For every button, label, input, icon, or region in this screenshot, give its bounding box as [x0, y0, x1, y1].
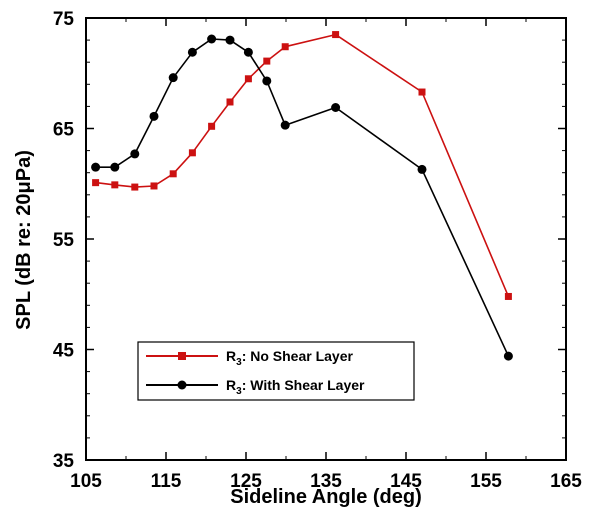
data-point-with-shear [130, 149, 140, 159]
data-point-with-shear [168, 73, 178, 83]
series-line-no-shear [95, 33, 510, 297]
series-no-shear [92, 31, 512, 300]
data-point-no-shear [332, 31, 340, 39]
legend-label-with-shear: R3: With Shear Layer [226, 377, 365, 397]
data-point-with-shear [331, 103, 341, 113]
x-tick-label: 125 [230, 471, 262, 492]
series-with-shear [91, 34, 513, 361]
data-point-no-shear [504, 292, 512, 300]
data-point-no-shear [244, 75, 252, 83]
legend-label-no-shear: R3: No Shear Layer [226, 348, 354, 368]
x-tick-label: 105 [70, 471, 102, 492]
data-point-with-shear [149, 111, 159, 121]
x-tick-label: 155 [470, 471, 502, 492]
data-point-no-shear [169, 170, 177, 178]
legend-label-no-shear-main: R [226, 348, 236, 364]
legend-label-with-shear-rest: : With Shear Layer [242, 377, 365, 393]
y-axis-ticks: 35 45 55 65 75 [53, 9, 566, 472]
series-line-with-shear [95, 38, 510, 357]
x-axis-ticks: 105 115 125 135 145 155 165 [70, 18, 582, 492]
data-point-no-shear [226, 98, 234, 106]
legend-marker-with-shear [177, 380, 187, 390]
series-layer [91, 31, 513, 361]
data-point-with-shear [280, 120, 290, 130]
legend-label-no-shear-sub: 3 [236, 357, 242, 368]
data-point-with-shear [243, 47, 253, 57]
legend-label-no-shear-rest: : No Shear Layer [242, 348, 354, 364]
y-axis-title: SPL (dB re: 20μPa) [13, 150, 35, 330]
data-point-with-shear [110, 162, 120, 172]
y-axis-title-main: SPL (dB re: 20 [13, 194, 35, 330]
x-tick-label: 145 [390, 471, 422, 492]
x-tick-label: 165 [550, 471, 582, 492]
y-tick-label: 45 [53, 341, 75, 362]
y-tick-label: 65 [53, 120, 75, 141]
data-point-no-shear [188, 149, 196, 157]
y-axis-title-mu: μ [13, 181, 35, 193]
y-tick-label: 75 [53, 9, 75, 30]
y-tick-label: 55 [53, 230, 75, 251]
y-tick-label: 35 [53, 451, 75, 472]
data-point-no-shear [131, 183, 139, 191]
data-point-with-shear [417, 164, 427, 174]
data-point-no-shear [111, 181, 119, 189]
x-tick-label: 135 [310, 471, 342, 492]
data-point-no-shear [92, 179, 100, 187]
legend-label-with-shear-main: R [226, 377, 236, 393]
y-axis-title-end: Pa) [13, 150, 35, 181]
x-axis-title: Sideline Angle (deg) [230, 486, 422, 508]
data-point-with-shear [207, 34, 217, 44]
data-point-no-shear [208, 122, 216, 130]
data-point-with-shear [187, 47, 197, 57]
data-point-no-shear [281, 43, 289, 51]
x-tick-label: 115 [151, 471, 182, 492]
data-point-with-shear [262, 76, 272, 86]
data-point-no-shear [263, 57, 271, 65]
data-point-with-shear [225, 35, 235, 45]
legend-label-with-shear-sub: 3 [236, 386, 242, 397]
legend-marker-no-shear [178, 352, 186, 360]
data-point-no-shear [418, 88, 426, 96]
data-point-no-shear [150, 182, 158, 190]
data-point-with-shear [503, 351, 513, 361]
data-point-with-shear [91, 162, 101, 172]
legend: R3: No Shear Layer R3: With Shear Layer [137, 341, 415, 401]
legend-box [137, 341, 415, 401]
